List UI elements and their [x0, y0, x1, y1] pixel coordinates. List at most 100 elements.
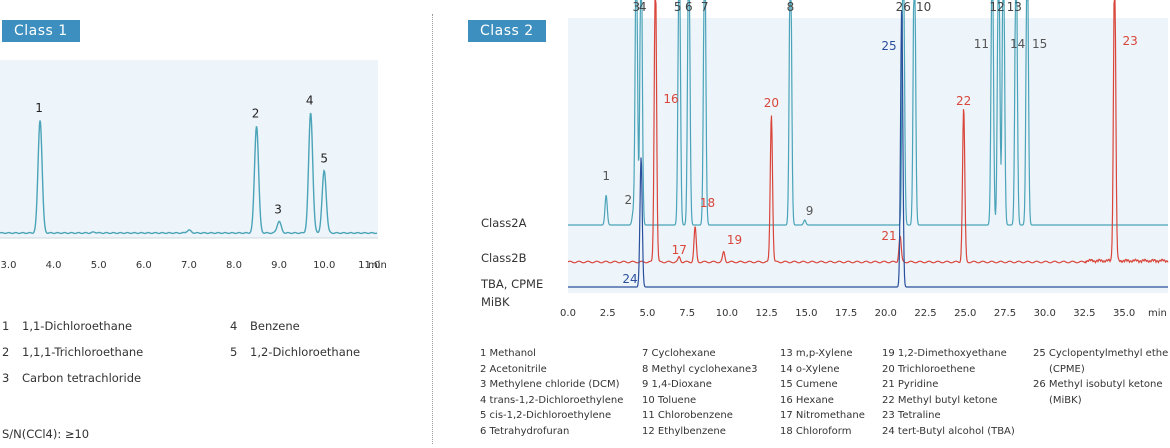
legend-item: 24 tert-Butyl alcohol (TBA)	[882, 425, 1015, 437]
class1-peak-label: 2	[252, 107, 260, 121]
class2-trace-3	[568, 11, 1168, 288]
class1-xtick: 5.0	[91, 260, 107, 270]
class1-xtick: 4.0	[46, 260, 62, 270]
legend-item: 3 Methylene chloride (DCM)	[480, 379, 620, 391]
legend-item: (CPME)	[1049, 363, 1085, 375]
class2-chromatogram: 0.0 2.5 5.0 7.5 10.0 12.5 15.0 17.5 20.0 22.5 25.0…	[480, 0, 1169, 319]
class2-xtick: 25.0	[954, 308, 976, 319]
class2-trace-1	[568, 0, 1168, 226]
legend-column: 13 m,p-Xylene 14 o-Xylene 15 Cumene 16 Hexa…	[780, 346, 865, 440]
legend-item: 25 Cyclopentylmethyl ethe	[1033, 348, 1169, 359]
legend-item: 13 m,p-Xylene	[780, 348, 853, 359]
legend-item: 21 Pyridine	[882, 379, 939, 391]
class2-peak-label: 11	[974, 37, 989, 51]
legend-column: 7 Cyclohexane 8 Methyl cyclohexane3 9 1,4-…	[642, 346, 757, 440]
panel-divider	[432, 14, 433, 444]
class2-peak-label: 23	[1123, 34, 1138, 48]
class2-xtick: 5.0	[639, 308, 655, 319]
class2-peak-label: 3	[633, 0, 641, 14]
legend-item: 8 Methyl cyclohexane3	[642, 363, 758, 375]
class2-peak-label: 2	[625, 193, 633, 207]
class2-trace-2	[567, 0, 1169, 264]
class1-peak-label: 5	[320, 152, 328, 166]
class2-peak-label: 12	[989, 0, 1004, 14]
class1-peak-label: 1	[35, 101, 43, 115]
class2-peak-label: 7	[701, 0, 709, 14]
class2-peak-label: 6	[685, 0, 693, 14]
legend-item: 10 Toluene	[642, 394, 697, 406]
class2-peak-label: 10	[916, 0, 931, 14]
signal-to-noise: S/N(CCl4): ≥10	[2, 427, 90, 441]
legend-item: 2 Acetonitrile	[480, 363, 547, 375]
class2-peak-label: 19	[727, 233, 742, 247]
legend-item-5: 5 1,2-Dichloroethane	[230, 345, 361, 359]
legend-item: 1 Methanol	[480, 348, 536, 359]
class2-peak-label: 24	[622, 272, 637, 286]
legend-item: (MiBK)	[1049, 394, 1082, 406]
class1-xtick: 11.0	[358, 260, 380, 270]
class2-peak-label: 26	[896, 0, 911, 14]
legend-column: 25 Cyclopentylmethyl ethe (CPME) 26 Methyl…	[1033, 346, 1168, 408]
class2-peak-label: 20	[764, 96, 779, 110]
legend-item: 15 Cumene	[780, 379, 838, 391]
class2-peak-label: 16	[663, 92, 678, 106]
class2-xtick: 12.5	[755, 308, 777, 319]
legend-item: 17 Nitromethane	[780, 410, 865, 422]
class1-trace	[0, 112, 378, 235]
class1-xtick: 10.0	[313, 260, 335, 270]
legend-item: 26 Methyl isobutyl ketone	[1033, 379, 1163, 391]
legend-item: 19 1,2-Dimethoxyethane	[882, 348, 1007, 359]
class1-badge: Class 1	[2, 20, 80, 42]
legend-item: 9 1,4-Dioxane	[642, 379, 712, 391]
legend-column: 1 Methanol 2 Acetonitrile 3 Methylene chlo…	[480, 346, 623, 440]
class1-peak-label: 3	[274, 202, 282, 216]
legend-item: 16 Hexane	[780, 394, 834, 406]
legend-item-1: 1 1,1-Dichloroethane	[2, 319, 133, 333]
class2-xtick: 17.5	[835, 308, 857, 319]
class1-chromatogram: 3.0 4.0 5.0 6.0 7.0 8.0 9.0 10.0 11.0 1 2 3 4 5 min	[0, 60, 387, 270]
class2-xtick: 22.5	[914, 308, 936, 319]
class2-xtick: 15.0	[795, 308, 817, 319]
legend-item: 11 Chlorobenzene	[642, 410, 733, 422]
class2-peak-label: 9	[806, 204, 814, 218]
class2-peak-label: 8	[787, 0, 795, 14]
class2-peak-label: 22	[956, 94, 971, 108]
legend-item: 12 Ethylbenzene	[642, 425, 726, 437]
legend-item-3: 3 Carbon tetrachloride	[2, 371, 142, 385]
class2-peak-label: 15	[1032, 37, 1047, 51]
class2-peak-label: 17	[672, 243, 687, 257]
legend-column: 19 1,2-Dimethoxyethane 20 Trichloroethene…	[882, 346, 1015, 440]
class2-peak-label: 25	[881, 39, 896, 53]
class2-xtick: 35.0	[1113, 308, 1135, 319]
class2-legend: 1 Methanol 2 Acetonitrile 3 Methylene chlo…	[480, 346, 1170, 446]
class2-xtick: 30.0	[1034, 308, 1056, 319]
class2-peak-label: 13	[1007, 0, 1022, 14]
class1-xtick: 8.0	[226, 260, 242, 270]
class2-xtick: 20.0	[875, 308, 897, 319]
legend-item-2: 2 1,1,1-Trichloroethane	[2, 345, 144, 359]
class2-xtick: 7.5	[679, 308, 695, 319]
class1-xtick: 7.0	[181, 260, 197, 270]
class2-peak-label: 21	[881, 229, 896, 243]
class2-peak-label: 1	[602, 169, 610, 183]
trace-label-class2a: Class2A	[481, 216, 527, 230]
trace-label-tba-cpme: TBA, CPME	[480, 277, 543, 291]
class2-xlabel: min	[1148, 308, 1167, 319]
class2-xtick: 10.0	[716, 308, 738, 319]
class2-peak-label: 4	[639, 0, 647, 14]
legend-item: 5 cis-1,2-Dichloroethylene	[480, 410, 612, 422]
class1-xtick: 3.0	[1, 260, 17, 270]
class1-peak-label: 4	[306, 94, 314, 108]
class1-xtick: 9.0	[271, 260, 287, 270]
class1-legend: 1 1,1-Dichloroethane 2 1,1,1-Trichloroetha…	[2, 317, 422, 397]
trace-label-class2b: Class2B	[481, 251, 527, 265]
legend-item: 23 Tetraline	[882, 410, 941, 422]
class2-peak-label: 18	[700, 196, 715, 210]
legend-item: 6 Tetrahydrofuran	[480, 425, 570, 437]
class2-peak-label: 5	[674, 0, 682, 14]
class2-xtick: 2.5	[600, 308, 616, 319]
legend-item: 14 o-Xylene	[780, 363, 840, 375]
trace-label-mibk: MiBK	[481, 295, 510, 309]
legend-item: 7 Cyclohexane	[642, 348, 716, 359]
class2-xtick: 0.0	[560, 308, 576, 319]
